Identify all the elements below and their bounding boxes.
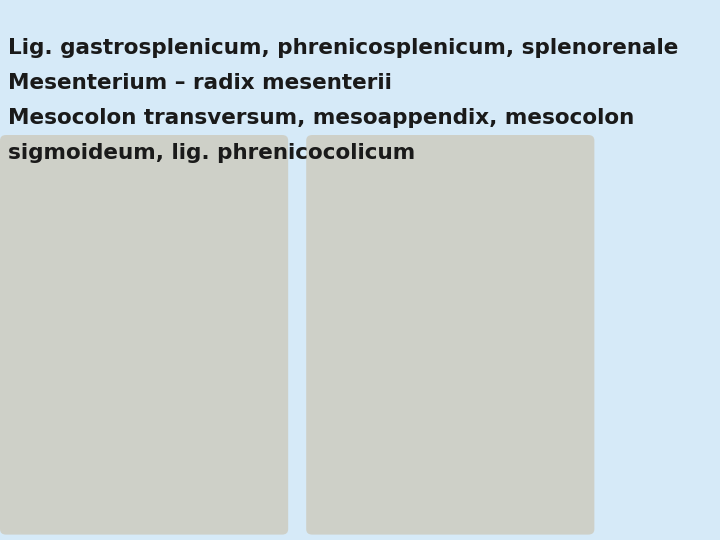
Text: Lig. gastrosplenicum, phrenicosplenicum, splenorenale: Lig. gastrosplenicum, phrenicosplenicum,… (8, 38, 678, 58)
FancyBboxPatch shape (0, 135, 288, 535)
FancyBboxPatch shape (306, 135, 595, 535)
Text: sigmoideum, lig. phrenicocolicum: sigmoideum, lig. phrenicocolicum (8, 143, 415, 163)
Text: Mesenterium – radix mesenterii: Mesenterium – radix mesenterii (8, 73, 392, 93)
Text: Mesocolon transversum, mesoappendix, mesocolon: Mesocolon transversum, mesoappendix, mes… (8, 108, 634, 128)
